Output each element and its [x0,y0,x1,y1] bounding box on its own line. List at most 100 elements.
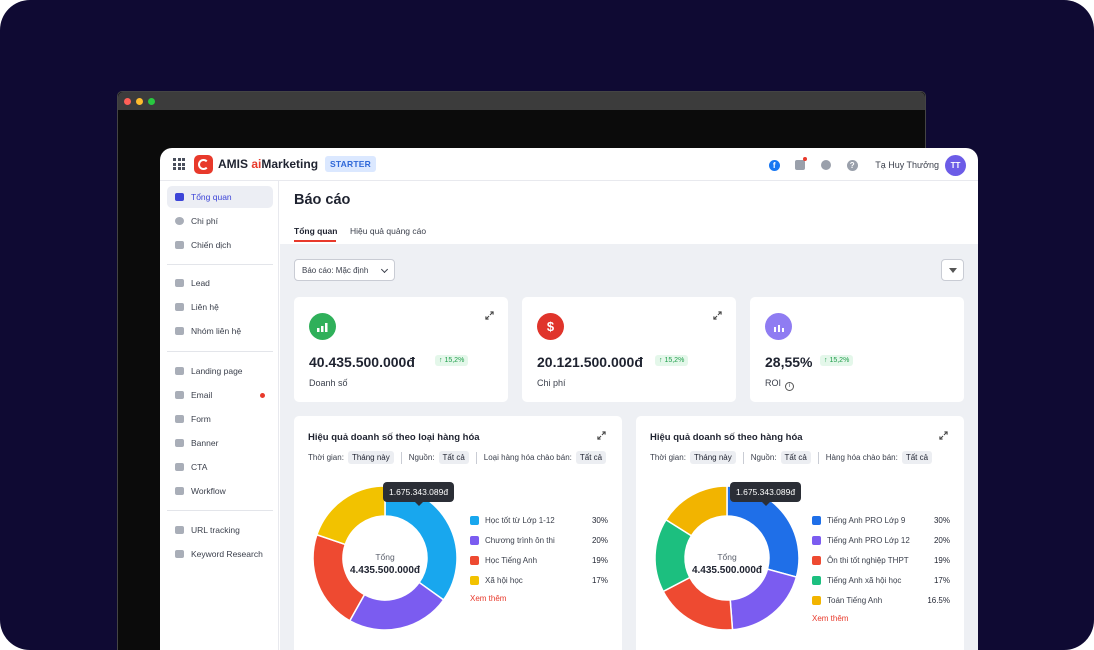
notification-icon[interactable] [787,152,813,178]
main-content: Báo cáo Tổng quan Hiệu quả quảng cáo Báo… [280,181,978,650]
chart-legend: Tiếng Anh PRO Lớp 9 30% Tiếng Anh PRO Lớp … [812,510,950,623]
legend-percent: 19% [933,555,950,565]
expand-icon[interactable] [485,311,494,320]
legend-percent: 19% [591,555,608,565]
sidebar-item-keyword-research[interactable]: Keyword Research [167,543,273,565]
maximize-dot-icon[interactable] [148,97,155,105]
source-filter-chip[interactable]: Tất cả [780,451,811,464]
sidebar-item-lead[interactable]: Lead [167,272,273,294]
legend-item[interactable]: Học Tiếng Anh 19% [470,550,608,570]
legend-item[interactable]: Chương trình ôn thi 20% [470,530,608,550]
sidebar-item-form[interactable]: Form [167,408,273,430]
users-icon [175,279,184,287]
growth-chart-icon [309,313,336,340]
card-title: Hiệu quả doanh số theo loại hàng hóa [308,432,480,443]
app-window: AMIS aiMarketing STARTER f ? Tạ Huy Thưở… [160,148,978,650]
expand-icon[interactable] [597,431,606,440]
donut-slice[interactable] [729,568,798,631]
sidebar-item-chien-dich[interactable]: Chiến dịch [167,234,273,256]
megaphone-icon [175,241,184,249]
donut-slice[interactable] [348,581,445,631]
page-header: Báo cáo Tổng quan Hiệu quả quảng cáo [280,181,978,244]
source-filter-chip[interactable]: Tất cả [438,451,469,464]
kpi-value: 28,55% [765,354,813,370]
info-icon[interactable]: i [785,382,795,391]
legend-label: Tiếng Anh PRO Lớp 12 [827,535,910,545]
tab-hieu-qua-quang-cao[interactable]: Hiệu quả quảng cáo [350,226,427,236]
sidebar-item-workflow[interactable]: Workflow [167,480,273,502]
legend-swatch [470,515,479,525]
sidebar-item-chi-phi[interactable]: Chi phí [167,210,273,232]
kpi-value: 20.121.500.000đ [537,354,643,370]
legend-label: Tiếng Anh xã hội học [827,575,902,585]
user-name[interactable]: Tạ Huy Thưởng [875,160,939,170]
chart-tooltip: 1.675.343.089đ [730,482,802,506]
sidebar-divider [167,264,273,265]
kpi-label: Chi phí [537,378,566,388]
sidebar-item-cta[interactable]: CTA [167,456,273,478]
legend-swatch [812,515,821,525]
kpi-label: ROI i [765,378,795,391]
legend-item[interactable]: Tiếng Anh xã hội học 17% [812,570,950,590]
chart-card-hang-hoa: Hiệu quả doanh số theo hàng hóa Thời gia… [636,416,964,650]
amis-logo-icon [194,154,213,174]
legend-percent: 16.5% [927,595,950,605]
donut-slice[interactable] [312,533,366,622]
sidebar-item-tong-quan[interactable]: Tổng quan [167,186,273,208]
legend-item[interactable]: Ôn thi tốt nghiệp THPT 19% [812,550,950,570]
legend-item[interactable]: Toán Tiếng Anh 16.5% [812,590,950,610]
legend-percent: 30% [591,515,608,525]
tab-tong-quan[interactable]: Tổng quan [294,226,338,236]
sidebar-item-email[interactable]: Email [167,384,273,406]
report-select[interactable]: Báo cáo: Mặc định [294,259,395,281]
form-icon [175,415,184,423]
legend-label: Học tốt từ Lớp 1-12 [485,515,555,525]
kpi-card-chi-phi: $ 20.121.500.000đ ↑ 15,2% Chi phí [522,297,736,402]
sidebar-item-url-tracking[interactable]: URL tracking [167,519,273,541]
donut-chart[interactable] [653,484,801,632]
sidebar-item-lien-he[interactable]: Liên hệ [167,296,273,318]
legend-item[interactable]: Tiếng Anh PRO Lớp 12 20% [812,530,950,550]
dollar-icon: $ [537,313,564,340]
expand-icon[interactable] [939,431,948,440]
legend-percent: 30% [933,515,950,525]
app-grid-icon[interactable] [173,158,185,170]
legend-item[interactable]: Xã hội học 17% [470,570,608,590]
sidebar-divider [167,351,273,352]
donut-slice[interactable] [664,485,728,537]
legend-item[interactable]: Học tốt từ Lớp 1-12 30% [470,510,608,530]
time-filter-chip[interactable]: Tháng này [689,451,736,464]
product-type-filter-chip[interactable]: Tất cả [575,451,607,464]
legend-swatch [812,535,821,545]
legend-percent: 17% [591,575,608,585]
help-icon[interactable]: ? [839,152,865,178]
see-more-link[interactable]: Xem thêm [812,614,849,623]
close-dot-icon[interactable] [124,97,131,105]
kpi-value: 40.435.500.000đ [309,354,415,370]
see-more-link[interactable]: Xem thêm [470,594,507,603]
donut-center-label: Tổng 4.435.500.000đ [691,552,763,576]
expand-icon[interactable] [713,311,722,320]
chart-legend: Học tốt từ Lớp 1-12 30% Chương trình ôn th… [470,510,608,603]
legend-percent: 17% [933,575,950,585]
avatar[interactable]: TT [945,154,966,176]
legend-item[interactable]: Tiếng Anh PRO Lớp 9 30% [812,510,950,530]
time-filter-chip[interactable]: Tháng này [347,451,394,464]
sidebar-item-landing-page[interactable]: Landing page [167,360,273,382]
minimize-dot-icon[interactable] [136,97,143,105]
settings-gear-icon[interactable] [813,152,839,178]
legend-swatch [812,555,821,565]
legend-percent: 20% [933,535,950,545]
donut-chart[interactable] [311,484,459,632]
chart-card-loai-hang-hoa: Hiệu quả doanh số theo loại hàng hóa Thờ… [294,416,622,650]
sidebar-item-banner[interactable]: Banner [167,432,273,454]
filter-button[interactable] [941,259,964,281]
sidebar-item-nhom-lien-he[interactable]: Nhóm liên hệ [167,320,273,342]
facebook-icon[interactable]: f [761,152,787,178]
donut-slice[interactable] [315,485,386,546]
legend-label: Toán Tiếng Anh [827,595,883,605]
contact-card-icon [175,303,184,311]
filter-bar: Thời gian: Tháng này Nguồn: Tất cả Hàng … [650,451,933,464]
product-filter-chip[interactable]: Tất cả [901,451,933,464]
